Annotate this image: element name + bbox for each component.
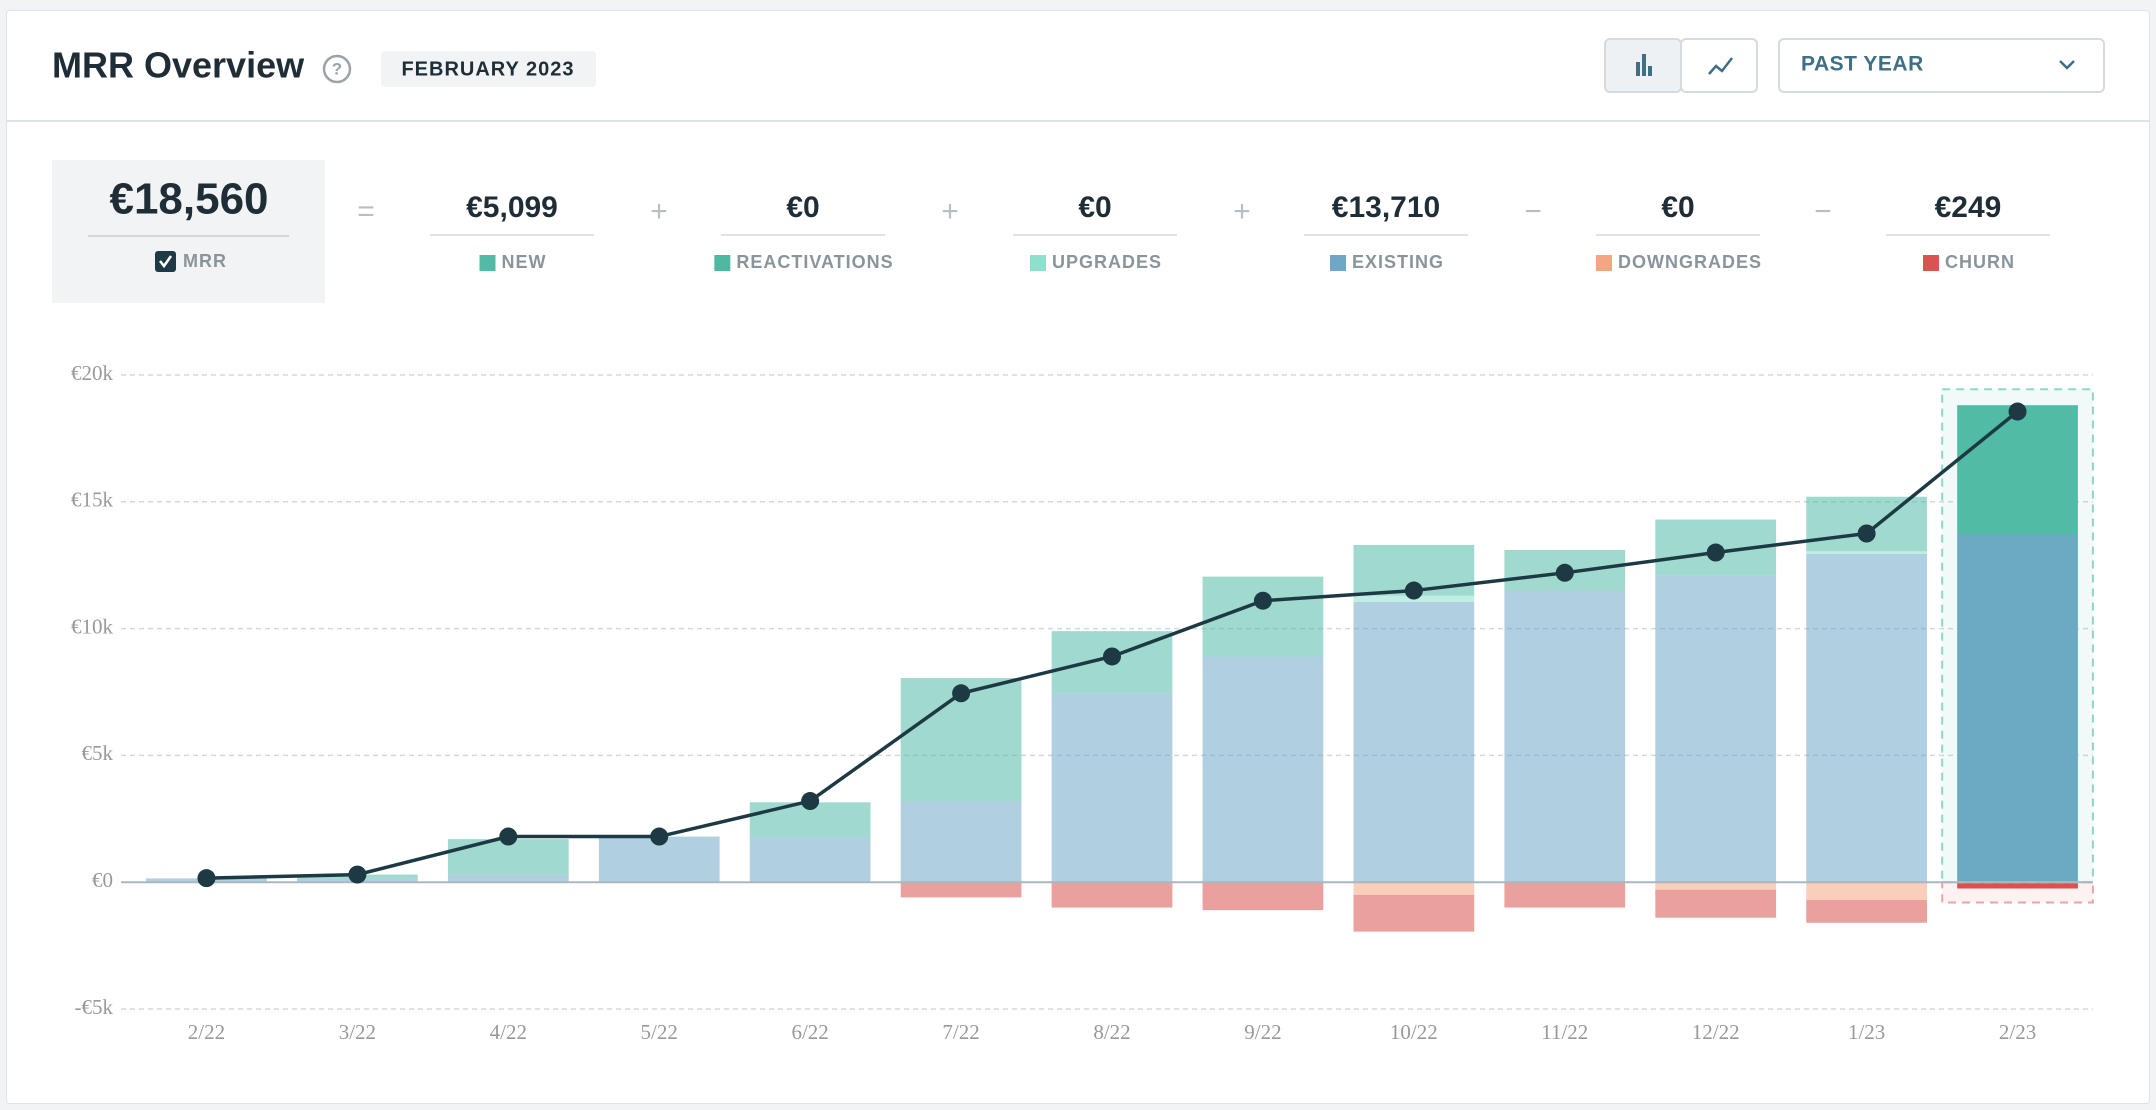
x-tick-label: 9/22 <box>1244 1020 1281 1044</box>
legend-swatch <box>1596 255 1612 271</box>
mrr-point <box>801 792 820 811</box>
bar-segment <box>1806 551 1927 554</box>
mrr-point <box>1706 543 1725 562</box>
mrr-point <box>197 869 216 888</box>
y-tick-label: €10k <box>71 614 114 638</box>
bar-segment <box>1806 882 1927 900</box>
mrr-point <box>952 684 971 703</box>
y-tick-label: €20k <box>71 361 114 385</box>
bar-segment <box>1051 693 1173 883</box>
selection-box-negative <box>1941 881 2094 904</box>
x-tick-label: 10/22 <box>1390 1020 1438 1044</box>
mrr-value: €18,560 <box>109 175 268 224</box>
title: MRR Overview <box>52 45 305 86</box>
y-tick-label: -€5k <box>75 995 114 1019</box>
x-tick-label: 12/22 <box>1692 1020 1740 1044</box>
mrr-point <box>499 827 518 846</box>
bar-segment <box>1202 656 1324 883</box>
legend-swatch <box>1923 255 1939 271</box>
help-icon[interactable]: ? <box>322 54 352 84</box>
selection-box <box>1941 388 2094 884</box>
bar-segment <box>1957 882 2078 889</box>
summary-value: €5,099 <box>466 191 558 224</box>
mrr-point <box>1555 563 1574 582</box>
legend-swatch <box>714 255 731 271</box>
card <box>6 10 2150 1104</box>
legend-label: UPGRADES <box>1052 252 1162 272</box>
mrr-box <box>52 160 325 303</box>
bar-segment <box>1957 534 2078 883</box>
operator: = <box>357 195 375 228</box>
legend-label: CHURN <box>1945 252 2015 272</box>
mrr-point <box>348 865 367 884</box>
x-tick-label: 11/22 <box>1541 1020 1588 1044</box>
bar-segment <box>1806 496 1927 552</box>
x-tick-label: 5/22 <box>641 1020 678 1044</box>
bar-segment <box>1655 882 1777 890</box>
bar-segment <box>749 836 871 883</box>
y-tick-label: €15k <box>71 488 114 512</box>
mrr-point <box>1103 647 1121 666</box>
x-tick-label: 7/22 <box>942 1020 979 1044</box>
bar-segment <box>1806 899 1927 923</box>
legend-swatch <box>1029 255 1046 271</box>
operator: + <box>941 195 959 228</box>
operator: − <box>1524 195 1542 228</box>
bar-segment <box>1353 894 1475 932</box>
summary-value: €249 <box>1935 191 2002 224</box>
x-tick-label: 6/22 <box>791 1020 828 1044</box>
period: FEBRUARY 2023 <box>401 58 574 80</box>
bar-segment <box>1655 889 1777 918</box>
bar-segment <box>1957 405 2078 535</box>
summary-value: €0 <box>1661 191 1694 224</box>
legend-label: DOWNGRADES <box>1618 252 1762 272</box>
bar-segment <box>900 801 1022 883</box>
mrr-point <box>1857 524 1876 543</box>
operator: + <box>650 195 668 228</box>
x-tick-label: 2/23 <box>1999 1020 2036 1044</box>
y-tick-label: €0 <box>92 868 113 892</box>
x-tick-label: 4/22 <box>490 1020 527 1044</box>
range: PAST YEAR <box>1801 53 1924 76</box>
mrr-point <box>2008 402 2027 421</box>
legend-label: REACTIVATIONS <box>736 252 893 272</box>
range-dropdown[interactable] <box>1778 38 2105 93</box>
summary-value: €0 <box>786 191 819 224</box>
x-tick-label: 1/23 <box>1848 1020 1885 1044</box>
mrr-point <box>650 827 669 846</box>
mrr-point <box>1404 581 1423 600</box>
bar-segment <box>1655 575 1777 883</box>
y-tick-label: €5k <box>82 741 114 765</box>
line-view-button[interactable] <box>1680 38 1758 93</box>
operator: + <box>1233 195 1251 228</box>
legend-label: EXISTING <box>1352 252 1444 272</box>
bar-segment <box>1806 553 1927 883</box>
legend-swatch <box>1329 255 1346 271</box>
bar-view-button[interactable] <box>1604 38 1682 93</box>
bar-segment <box>1202 882 1324 911</box>
bar-segment <box>1353 882 1475 895</box>
mrr-point <box>1253 591 1272 610</box>
x-tick-label: 2/22 <box>188 1020 225 1044</box>
summary-value: €13,710 <box>1332 191 1440 224</box>
bar-segment <box>1504 882 1626 908</box>
mrr-checkbox[interactable] <box>155 251 176 272</box>
operator: − <box>1814 195 1832 228</box>
legend-swatch <box>479 255 496 271</box>
summary-value: €0 <box>1078 191 1111 224</box>
svg-text:?: ? <box>332 59 342 78</box>
legend-label: NEW <box>502 252 547 272</box>
bar-segment <box>1504 590 1626 883</box>
x-tick-label: 8/22 <box>1093 1020 1130 1044</box>
bar-segment <box>1051 882 1173 908</box>
mrr-label: MRR <box>183 251 227 271</box>
bar-segment <box>900 882 1022 898</box>
bar-segment <box>447 874 569 883</box>
x-tick-label: 3/22 <box>339 1020 376 1044</box>
period-badge <box>381 51 596 87</box>
bar-segment <box>1353 601 1475 883</box>
